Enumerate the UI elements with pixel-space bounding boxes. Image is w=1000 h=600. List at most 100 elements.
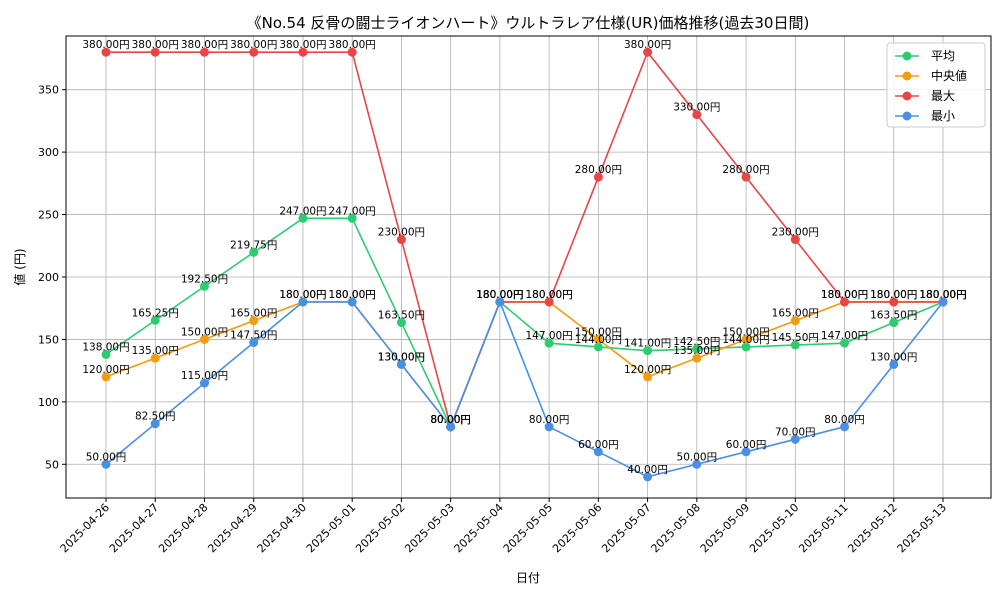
data-label: 180.00円 [525, 289, 572, 301]
x-tick-label: 2025-05-07 [599, 501, 653, 555]
data-label: 180.00円 [329, 289, 376, 301]
data-label: 60.00円 [726, 439, 767, 451]
data-point [150, 47, 160, 57]
data-point [643, 346, 653, 356]
y-tick-label: 50 [45, 458, 59, 471]
data-point [790, 316, 800, 326]
data-label: 165.00円 [772, 308, 819, 320]
data-label: 80.00円 [430, 414, 471, 426]
data-point [298, 213, 308, 223]
data-point [249, 47, 259, 57]
data-label: 380.00円 [230, 39, 277, 51]
data-label: 180.00円 [525, 289, 572, 301]
data-label: 180.00円 [870, 289, 917, 301]
data-label: 192.50円 [181, 273, 228, 285]
x-tick-label: 2025-05-05 [501, 501, 555, 555]
data-label: 130.00円 [378, 351, 425, 363]
data-point [298, 297, 308, 307]
data-label: 60.00円 [578, 439, 619, 451]
data-point [889, 297, 899, 307]
y-tick-label: 250 [38, 209, 59, 222]
data-label: 115.00円 [181, 370, 228, 382]
x-tick-label: 2025-05-08 [649, 501, 703, 555]
data-label: 147.00円 [525, 330, 572, 342]
data-point [741, 342, 751, 352]
data-point [643, 47, 653, 57]
x-tick-label: 2025-05-06 [550, 501, 604, 555]
data-labels: 138.00円 165.25円 192.50円 219.75円 247.00円 247.0… [82, 39, 966, 476]
data-label: 150.00円 [575, 326, 622, 338]
data-point [101, 459, 111, 469]
legend-swatch-marker [902, 111, 912, 121]
data-label: 163.50円 [378, 310, 425, 322]
data-label: 145.50円 [772, 332, 819, 344]
data-label: 165.25円 [132, 307, 179, 319]
data-label: 144.00円 [722, 334, 769, 346]
data-label: 230.00円 [378, 227, 425, 239]
data-point [199, 334, 209, 344]
data-point [643, 472, 653, 482]
x-tick-label: 2025-04-27 [107, 501, 161, 555]
series-layer [101, 47, 948, 482]
data-point [544, 422, 554, 432]
legend-label: 最大 [931, 89, 955, 103]
data-point [593, 342, 603, 352]
series-2 [101, 47, 948, 432]
y-tick-label: 300 [38, 146, 59, 159]
y-axis-title: 値 (円) [12, 248, 27, 285]
data-point [396, 318, 406, 328]
data-label: 150.00円 [181, 326, 228, 338]
x-tick-label: 2025-04-28 [156, 501, 210, 555]
data-label: 120.00円 [82, 364, 129, 376]
data-label: 163.50円 [870, 310, 917, 322]
data-point [544, 297, 554, 307]
data-point [150, 353, 160, 363]
data-label: 138.00円 [82, 341, 129, 353]
x-tick-label: 2025-04-26 [58, 501, 112, 555]
data-point [446, 422, 456, 432]
data-point [790, 434, 800, 444]
data-point [593, 447, 603, 457]
legend-box [886, 42, 986, 128]
data-label: 80.00円 [430, 414, 471, 426]
data-label: 180.00円 [476, 289, 523, 301]
data-point [692, 110, 702, 120]
data-point [101, 349, 111, 359]
data-point [692, 344, 702, 354]
data-point [840, 422, 850, 432]
data-point [347, 47, 357, 57]
data-label: 180.00円 [870, 289, 917, 301]
data-point [347, 297, 357, 307]
data-label: 180.00円 [476, 289, 523, 301]
data-label: 380.00円 [82, 39, 129, 51]
series-0 [101, 213, 948, 432]
x-axis-title: 日付 [516, 571, 540, 585]
data-point [101, 47, 111, 57]
data-label: 141.00円 [624, 338, 671, 350]
chart-title: 《No.54 反骨の闘士ライオンハート》ウルトラレア仕様(UR)価格推移(過去3… [247, 14, 810, 32]
data-point [938, 297, 948, 307]
data-label: 180.00円 [919, 289, 966, 301]
data-label: 80.00円 [824, 414, 865, 426]
data-point [840, 338, 850, 348]
data-label: 380.00円 [181, 39, 228, 51]
data-label: 330.00円 [673, 102, 720, 114]
x-tick-label: 2025-05-01 [304, 501, 358, 555]
series-3 [101, 297, 948, 482]
data-label: 80.00円 [430, 414, 471, 426]
data-point [790, 235, 800, 245]
legend-label: 中央値 [931, 68, 967, 83]
data-label: 120.00円 [624, 364, 671, 376]
data-point [544, 338, 554, 348]
data-point [840, 297, 850, 307]
data-label: 80.00円 [529, 414, 570, 426]
y-tick-label: 150 [38, 333, 59, 346]
data-label: 247.00円 [329, 205, 376, 217]
legend-swatch-marker [902, 51, 912, 61]
data-point [741, 447, 751, 457]
data-point [889, 318, 899, 328]
data-point [150, 419, 160, 429]
data-point [741, 334, 751, 344]
data-point [692, 353, 702, 363]
